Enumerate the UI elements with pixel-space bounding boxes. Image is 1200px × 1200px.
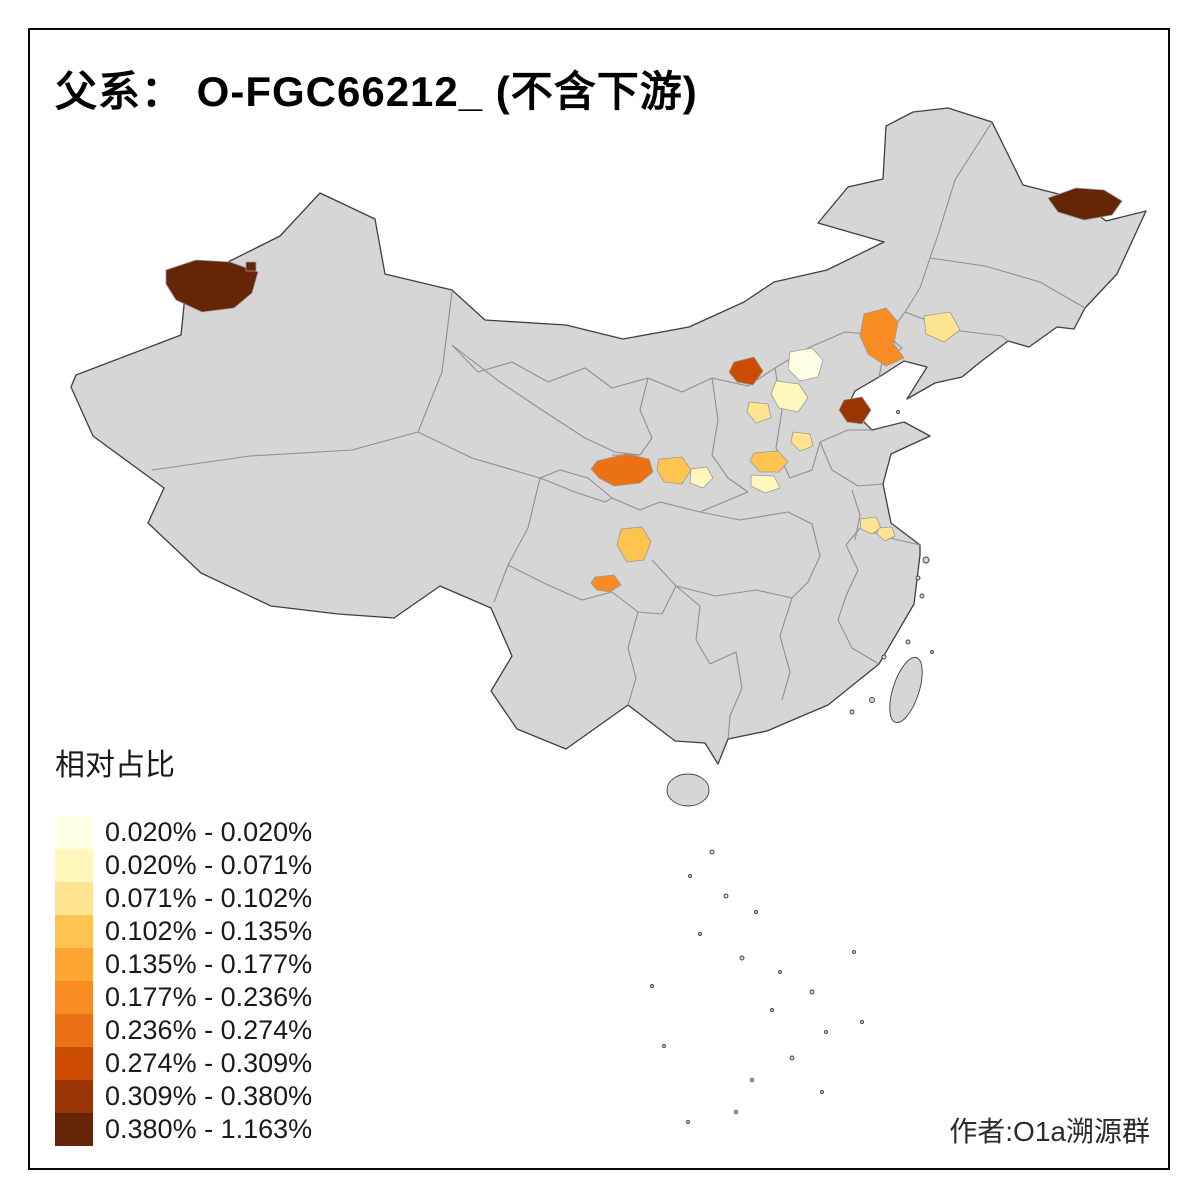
legend-row: 0.020% - 0.071% bbox=[55, 849, 312, 882]
choropleth-region bbox=[749, 450, 789, 473]
choropleth-region bbox=[1047, 187, 1123, 221]
legend-swatch bbox=[55, 948, 93, 981]
choropleth-region bbox=[876, 526, 896, 542]
legend-row: 0.020% - 0.020% bbox=[55, 816, 312, 849]
legend-swatch bbox=[55, 849, 93, 882]
choropleth-region bbox=[728, 356, 764, 386]
legend-row: 0.274% - 0.309% bbox=[55, 1047, 312, 1080]
taiwan-island bbox=[889, 656, 923, 724]
legend-swatch bbox=[55, 915, 93, 948]
choropleth-region bbox=[590, 453, 654, 487]
choropleth-region bbox=[838, 396, 872, 425]
legend-label: 0.274% - 0.309% bbox=[105, 1048, 313, 1078]
legend: 相对占比 0.020% - 0.020% 0.020% - 0.071% 0.071… bbox=[55, 740, 312, 1146]
legend-swatch bbox=[55, 981, 93, 1014]
mainland-outline bbox=[70, 107, 1147, 765]
choropleth-region bbox=[859, 516, 882, 535]
legend-label: 0.309% - 0.380% bbox=[105, 1081, 313, 1111]
legend-label: 0.102% - 0.135% bbox=[105, 916, 313, 946]
choropleth-region bbox=[590, 574, 622, 593]
legend-swatches: 0.020% - 0.020% 0.020% - 0.071% 0.071% - 0… bbox=[55, 816, 312, 1146]
legend-label: 0.071% - 0.102% bbox=[105, 883, 313, 913]
legend-swatch bbox=[55, 1047, 93, 1080]
islands bbox=[650, 410, 934, 1124]
highlighted-regions bbox=[165, 187, 1123, 593]
choropleth-region bbox=[656, 456, 692, 485]
legend-swatch bbox=[55, 1014, 93, 1047]
legend-swatch bbox=[55, 882, 93, 915]
choropleth-region bbox=[746, 401, 772, 424]
legend-label: 0.177% - 0.236% bbox=[105, 982, 313, 1012]
legend-row: 0.236% - 0.274% bbox=[55, 1014, 312, 1047]
legend-label: 0.135% - 0.177% bbox=[105, 949, 313, 979]
choropleth-region bbox=[750, 474, 781, 494]
legend-swatch bbox=[55, 1080, 93, 1113]
legend-row: 0.380% - 1.163% bbox=[55, 1113, 312, 1146]
choropleth-region bbox=[923, 311, 961, 343]
choropleth-region bbox=[787, 347, 824, 382]
hainan-island bbox=[666, 773, 710, 807]
author-credit: 作者:O1a溯源群 bbox=[949, 1116, 1150, 1147]
legend-row: 0.309% - 0.380% bbox=[55, 1080, 312, 1113]
choropleth-region bbox=[790, 431, 814, 452]
legend-label: 0.020% - 0.020% bbox=[105, 817, 313, 847]
legend-label: 0.020% - 0.071% bbox=[105, 850, 313, 880]
legend-row: 0.177% - 0.236% bbox=[55, 981, 312, 1014]
legend-label: 0.380% - 1.163% bbox=[105, 1114, 313, 1144]
choropleth-region bbox=[616, 526, 652, 563]
legend-label: 0.236% - 0.274% bbox=[105, 1015, 313, 1045]
choropleth-region bbox=[689, 466, 714, 489]
choropleth-region bbox=[770, 380, 809, 413]
choropleth-region bbox=[165, 259, 259, 313]
legend-row: 0.071% - 0.102% bbox=[55, 882, 312, 915]
legend-swatch bbox=[55, 816, 93, 849]
legend-swatch bbox=[55, 1113, 93, 1146]
legend-row: 0.102% - 0.135% bbox=[55, 915, 312, 948]
legend-row: 0.135% - 0.177% bbox=[55, 948, 312, 981]
legend-title: 相对占比 bbox=[55, 749, 175, 782]
map-title: 父系： O-FGC66212_ (不含下游) bbox=[55, 68, 698, 115]
choropleth-region bbox=[245, 261, 257, 272]
choropleth-region bbox=[859, 307, 905, 367]
